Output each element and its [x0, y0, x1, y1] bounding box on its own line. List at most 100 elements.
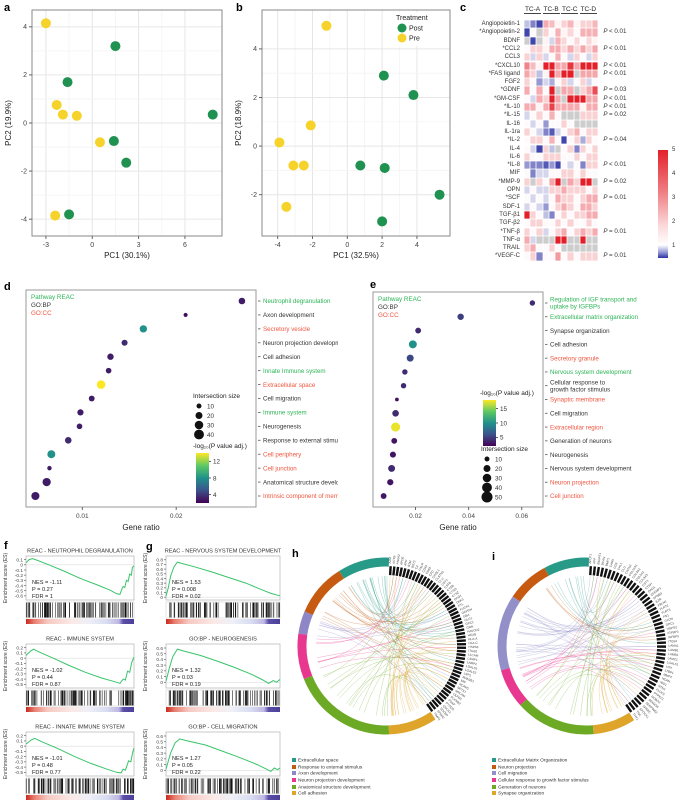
heatmap-row-label: *GDNF — [500, 87, 520, 94]
heatmap-cell — [561, 28, 568, 37]
svg-text:B2M: B2M — [407, 560, 413, 568]
heatmap-cell — [586, 152, 593, 162]
svg-text:Neuron projection development: Neuron projection development — [263, 340, 338, 347]
heatmap-cell — [536, 53, 543, 62]
svg-text:Immune system: Immune system — [263, 410, 307, 417]
heatmap-cell — [548, 20, 555, 29]
heatmap-cell — [592, 210, 599, 220]
svg-text:SPARC: SPARC — [642, 704, 653, 715]
svg-text:-0.1: -0.1 — [15, 749, 24, 755]
heatmap-cell — [586, 227, 593, 236]
heatmap-cell — [586, 69, 593, 79]
heatmap-cell — [586, 244, 593, 253]
heatmap-cell — [555, 127, 562, 137]
heatmap-cell — [561, 78, 568, 87]
svg-text:NTN1: NTN1 — [657, 684, 666, 692]
heatmap-cell — [530, 194, 537, 203]
heatmap-pvalue: P = 0.03 — [603, 86, 627, 94]
heatmap-cell — [542, 86, 549, 95]
svg-text:4: 4 — [253, 46, 257, 53]
svg-text:0.2: 0.2 — [156, 757, 163, 763]
svg-text:-0.5: -0.5 — [15, 588, 24, 594]
chord-legend-item: Cell migration — [492, 771, 589, 778]
heatmap-cell — [548, 186, 555, 195]
heatmap-cell — [542, 69, 549, 79]
svg-text:MMP2: MMP2 — [663, 672, 673, 679]
heatmap-cell — [579, 103, 586, 112]
heatmap-cell — [536, 94, 543, 103]
svg-text:FDR = 0.87: FDR = 0.87 — [32, 682, 61, 688]
heatmap-cell — [524, 119, 531, 128]
svg-text:0: 0 — [20, 656, 23, 662]
svg-text:GPC1: GPC1 — [665, 621, 674, 627]
svg-text:CANX: CANX — [609, 558, 615, 567]
heatmap-cell — [530, 244, 537, 253]
heatmap-cell — [555, 144, 562, 153]
heatmap-row-label: OPN — [506, 187, 520, 193]
heatmap-row-label: *IL-8 — [507, 162, 520, 169]
svg-text:ANXA2: ANXA2 — [395, 554, 401, 565]
svg-text:P = 0.05: P = 0.05 — [172, 763, 193, 769]
heatmap-cell — [548, 177, 555, 186]
svg-text:GO:BP: GO:BP — [31, 302, 51, 309]
svg-text:0.2: 0.2 — [156, 669, 163, 675]
heatmap-pvalue: P = 0.01 — [603, 252, 627, 260]
svg-text:Pre: Pre — [409, 36, 420, 43]
heatmap-cell — [524, 20, 531, 29]
heatmap-cell — [524, 127, 531, 137]
svg-text:0.5: 0.5 — [156, 652, 163, 658]
heatmap-cell — [567, 28, 574, 37]
svg-text:Enrichment score (ES): Enrichment score (ES) — [3, 553, 9, 604]
panel-i-letter: i — [492, 551, 496, 563]
svg-text:2: 2 — [380, 242, 384, 249]
heatmap-cell — [592, 61, 599, 70]
svg-text:Nervous system development: Nervous system development — [550, 466, 632, 473]
svg-text:0.1: 0.1 — [156, 674, 163, 680]
svg-text:SEMA3A: SEMA3A — [648, 698, 661, 710]
svg-text:Enrichment score (ES): Enrichment score (ES) — [143, 729, 149, 780]
svg-text:NES = -1.11: NES = -1.11 — [32, 580, 62, 586]
heatmap-cell — [592, 144, 599, 153]
heatmap-cell — [561, 111, 568, 120]
svg-text:CLSTN1: CLSTN1 — [434, 570, 445, 582]
heatmap-cell — [592, 103, 599, 112]
svg-text:FN1: FN1 — [663, 613, 670, 619]
heatmap-cell — [536, 111, 543, 120]
heatmap-cell — [542, 53, 549, 62]
heatmap-cell — [586, 177, 593, 186]
heatmap-cell — [567, 103, 574, 112]
svg-text:FTL: FTL — [457, 602, 464, 608]
heatmap-cell — [579, 111, 586, 120]
svg-text:GO:BP - NEUROGENESIS: GO:BP - NEUROGENESIS — [189, 637, 257, 643]
heatmap-cell — [530, 28, 537, 37]
svg-text:REAC - INNATE IMMUNE SYSTEM: REAC - INNATE IMMUNE SYSTEM — [35, 725, 125, 731]
heatmap-cell — [586, 119, 593, 128]
heatmap-cell — [524, 94, 531, 103]
panel-g-gsea-3: GO:BP - CELL MIGRATION Enrichment score (… — [142, 722, 284, 805]
heatmap-cell — [567, 44, 574, 54]
heatmap-row-label: CCL3 — [504, 54, 520, 61]
svg-text:GRN: GRN — [466, 624, 474, 629]
svg-text:NCAN: NCAN — [661, 676, 671, 683]
heatmap-cell — [548, 94, 555, 103]
svg-text:uptake by IGFBPs: uptake by IGFBPs — [550, 304, 600, 311]
heatmap-cell — [586, 169, 593, 178]
heatmap-cell — [573, 244, 580, 253]
heatmap-cell — [573, 152, 580, 162]
heatmap-cell — [586, 202, 593, 211]
heatmap-cell — [573, 94, 580, 103]
heatmap-row-label: *SCF — [505, 195, 520, 202]
heatmap-colorbar-tick: 5 — [672, 147, 676, 153]
svg-text:FDR = 0.02: FDR = 0.02 — [172, 594, 201, 600]
svg-text:-2: -2 — [21, 168, 27, 175]
svg-text:0.1: 0.1 — [156, 762, 163, 768]
heatmap-cell — [579, 227, 586, 236]
heatmap-cell — [536, 103, 543, 112]
heatmap-cell — [579, 169, 586, 178]
svg-text:Enrichment score (ES): Enrichment score (ES) — [3, 641, 9, 692]
heatmap-col-group: TC-C — [561, 6, 579, 14]
heatmap-cell — [555, 119, 562, 128]
heatmap-row-label: *CCL2 — [502, 45, 520, 52]
heatmap-cell — [592, 186, 599, 195]
heatmap-cell — [579, 20, 586, 29]
